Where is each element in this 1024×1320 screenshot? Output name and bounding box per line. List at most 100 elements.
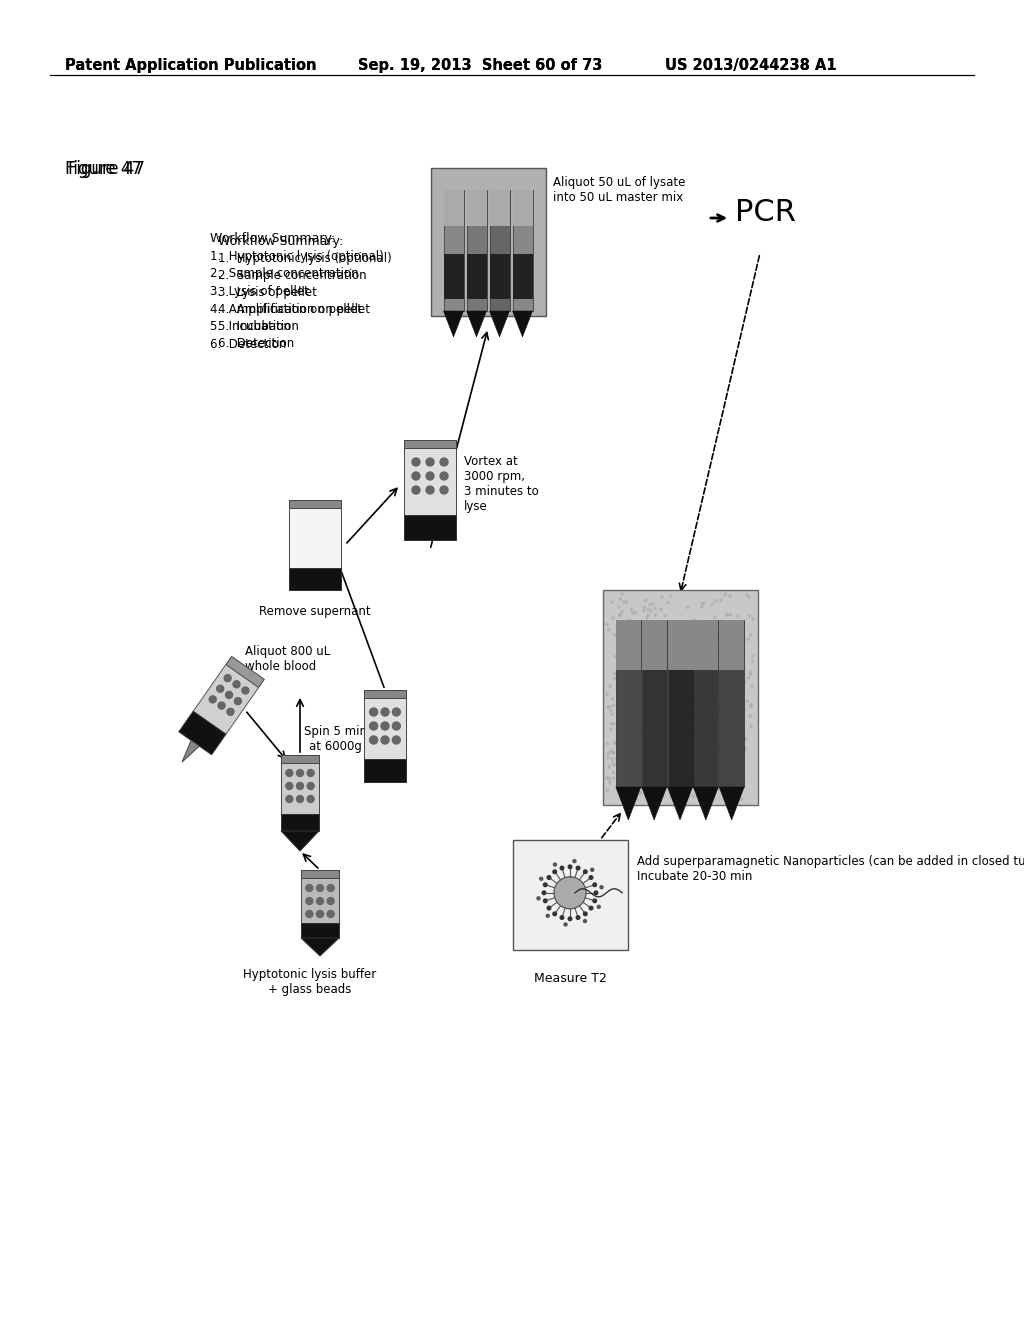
Circle shape bbox=[748, 615, 751, 618]
Circle shape bbox=[639, 723, 642, 726]
Circle shape bbox=[731, 727, 733, 730]
Circle shape bbox=[654, 764, 656, 767]
Circle shape bbox=[647, 684, 649, 686]
Circle shape bbox=[719, 663, 721, 665]
Text: US 2013/0244238 A1: US 2013/0244238 A1 bbox=[665, 58, 837, 73]
Bar bbox=[693, 620, 718, 787]
Circle shape bbox=[540, 878, 543, 880]
Circle shape bbox=[715, 599, 717, 602]
Circle shape bbox=[640, 624, 643, 627]
Circle shape bbox=[651, 770, 653, 772]
Circle shape bbox=[722, 783, 724, 784]
Circle shape bbox=[626, 685, 629, 688]
Circle shape bbox=[649, 669, 652, 672]
Circle shape bbox=[725, 612, 727, 615]
Circle shape bbox=[714, 760, 716, 762]
Circle shape bbox=[669, 671, 671, 672]
Circle shape bbox=[682, 779, 685, 781]
Circle shape bbox=[741, 718, 744, 719]
Circle shape bbox=[752, 618, 755, 620]
Bar bbox=[512, 840, 628, 950]
Circle shape bbox=[381, 708, 389, 715]
Circle shape bbox=[736, 615, 738, 618]
Circle shape bbox=[412, 486, 420, 494]
Circle shape bbox=[625, 673, 627, 675]
Circle shape bbox=[702, 602, 706, 605]
Circle shape bbox=[670, 627, 672, 630]
Circle shape bbox=[622, 672, 624, 673]
Circle shape bbox=[209, 696, 216, 702]
Text: 4.  Amplification on pellet: 4. Amplification on pellet bbox=[210, 302, 362, 315]
Circle shape bbox=[646, 663, 649, 665]
Circle shape bbox=[696, 622, 699, 624]
Circle shape bbox=[606, 742, 609, 744]
Circle shape bbox=[709, 665, 711, 668]
Circle shape bbox=[688, 779, 690, 781]
Circle shape bbox=[647, 614, 649, 616]
Circle shape bbox=[698, 714, 701, 717]
Circle shape bbox=[568, 865, 571, 869]
Circle shape bbox=[709, 669, 711, 671]
Circle shape bbox=[739, 690, 741, 693]
Text: 1.  Hyptotonic lysis (optional): 1. Hyptotonic lysis (optional) bbox=[210, 249, 384, 263]
Circle shape bbox=[723, 677, 725, 680]
Circle shape bbox=[698, 777, 700, 780]
Bar bbox=[512, 190, 532, 312]
Circle shape bbox=[626, 713, 629, 715]
Circle shape bbox=[676, 643, 678, 644]
Circle shape bbox=[675, 760, 677, 763]
Circle shape bbox=[630, 627, 632, 630]
Circle shape bbox=[720, 667, 722, 669]
Circle shape bbox=[640, 748, 642, 751]
Circle shape bbox=[623, 796, 625, 797]
Circle shape bbox=[678, 676, 680, 678]
Circle shape bbox=[327, 884, 334, 891]
Circle shape bbox=[547, 907, 551, 909]
Circle shape bbox=[719, 620, 722, 623]
Circle shape bbox=[641, 682, 643, 684]
Circle shape bbox=[716, 688, 718, 690]
Circle shape bbox=[671, 721, 674, 723]
Circle shape bbox=[748, 597, 751, 598]
Circle shape bbox=[564, 923, 567, 927]
Circle shape bbox=[654, 692, 656, 694]
Circle shape bbox=[584, 920, 587, 923]
Circle shape bbox=[691, 698, 694, 700]
Circle shape bbox=[672, 675, 675, 677]
Bar bbox=[364, 698, 406, 781]
Circle shape bbox=[730, 729, 733, 731]
Circle shape bbox=[740, 669, 742, 672]
Circle shape bbox=[742, 775, 744, 777]
Circle shape bbox=[702, 715, 706, 718]
Circle shape bbox=[729, 668, 732, 671]
Circle shape bbox=[692, 795, 694, 797]
Text: Workflow Summary:: Workflow Summary: bbox=[210, 232, 335, 246]
Circle shape bbox=[234, 698, 242, 705]
Circle shape bbox=[648, 693, 650, 696]
Circle shape bbox=[612, 777, 614, 780]
Circle shape bbox=[740, 696, 743, 698]
Bar bbox=[404, 447, 456, 540]
Polygon shape bbox=[615, 787, 641, 820]
Circle shape bbox=[723, 676, 725, 678]
Circle shape bbox=[741, 708, 744, 709]
Circle shape bbox=[653, 770, 656, 772]
Circle shape bbox=[306, 884, 313, 891]
Circle shape bbox=[627, 694, 630, 697]
Circle shape bbox=[625, 701, 627, 704]
Circle shape bbox=[700, 605, 703, 607]
Circle shape bbox=[306, 911, 313, 917]
Circle shape bbox=[286, 783, 293, 789]
Circle shape bbox=[622, 721, 624, 722]
Circle shape bbox=[605, 776, 608, 779]
Circle shape bbox=[682, 734, 684, 737]
Circle shape bbox=[611, 758, 613, 760]
Circle shape bbox=[712, 640, 715, 643]
Circle shape bbox=[725, 777, 728, 780]
Bar bbox=[289, 500, 341, 508]
Circle shape bbox=[615, 677, 617, 680]
Circle shape bbox=[626, 602, 628, 603]
Circle shape bbox=[297, 783, 303, 789]
Circle shape bbox=[752, 660, 754, 663]
Circle shape bbox=[721, 663, 723, 664]
